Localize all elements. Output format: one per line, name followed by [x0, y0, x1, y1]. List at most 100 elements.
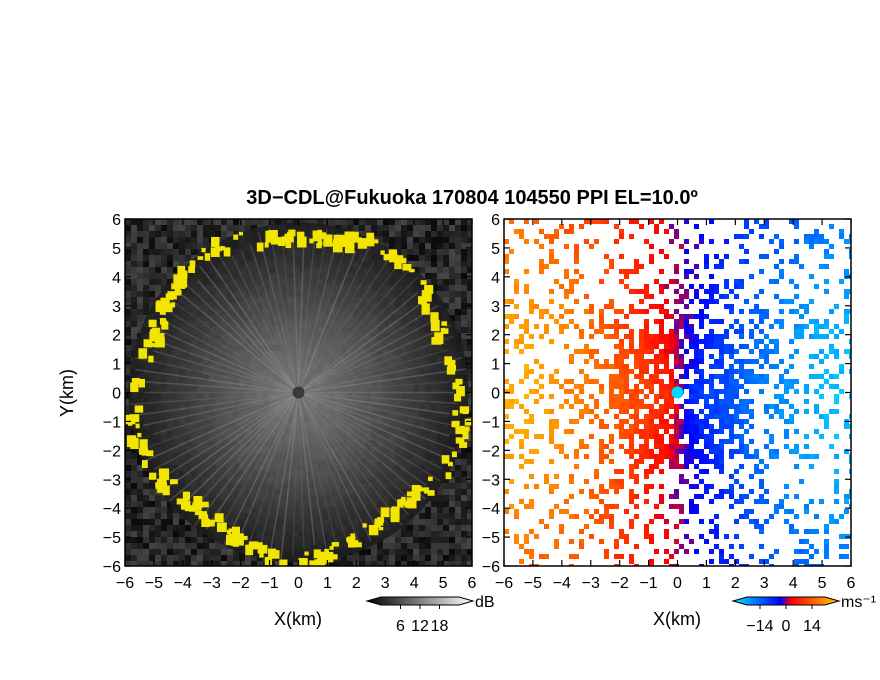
velocity-cell — [644, 429, 649, 434]
velocity-cell — [549, 434, 554, 439]
noise-cell — [413, 561, 419, 566]
velocity-cell — [594, 404, 599, 409]
velocity-cell — [624, 449, 629, 454]
y-tick-label: −3 — [103, 472, 121, 489]
clutter-cell — [424, 285, 434, 294]
noise-cell — [209, 549, 215, 555]
noise-cell — [371, 549, 377, 555]
radial-streak — [205, 392, 300, 530]
noise-cell — [149, 495, 155, 501]
velocity-cell — [674, 334, 679, 339]
noise-cell — [131, 225, 137, 231]
velocity-cell — [644, 284, 649, 289]
velocity-cell — [739, 324, 744, 329]
velocity-cell — [709, 364, 714, 369]
noise-cell — [467, 309, 472, 315]
velocity-cell — [554, 419, 559, 424]
noise-cell — [365, 225, 371, 231]
velocity-cell — [814, 354, 819, 359]
noise-cell — [125, 429, 131, 435]
velocity-cell — [789, 354, 794, 359]
velocity-cell — [654, 434, 659, 439]
noise-cell — [443, 249, 449, 255]
noise-cell — [467, 399, 472, 405]
velocity-cell — [634, 374, 639, 379]
velocity-cell — [739, 259, 744, 264]
noise-cell — [461, 507, 467, 513]
clutter-cell — [383, 254, 392, 261]
noise-cell — [467, 333, 472, 339]
velocity-cell — [589, 434, 594, 439]
velocity-cell — [634, 354, 639, 359]
velocity-cell — [809, 239, 814, 244]
velocity-cell — [674, 429, 679, 434]
velocity-cell — [694, 244, 699, 249]
velocity-cell — [674, 299, 679, 304]
noise-cell — [131, 537, 137, 543]
velocity-cell — [549, 439, 554, 444]
noise-cell — [455, 561, 461, 566]
noise-cell — [203, 561, 209, 566]
velocity-cell — [549, 339, 554, 344]
noise-cell — [215, 561, 221, 566]
velocity-cell — [574, 254, 579, 259]
velocity-cell — [634, 219, 639, 224]
velocity-cell — [629, 399, 634, 404]
velocity-cell — [814, 284, 819, 289]
velocity-cell — [619, 444, 624, 449]
clutter-cell — [390, 507, 400, 521]
radial-streak — [143, 391, 299, 427]
velocity-cell — [629, 449, 634, 454]
velocity-cell — [709, 329, 714, 334]
noise-cell — [419, 531, 425, 537]
noise-cell — [167, 519, 173, 525]
noise-cell — [467, 351, 472, 357]
noise-cell — [167, 261, 173, 267]
noise-cell — [185, 249, 191, 255]
velocity-cell — [829, 344, 834, 349]
noise-cell — [401, 555, 407, 561]
noise-cell — [443, 537, 449, 543]
noise-cell — [149, 477, 155, 483]
noise-cell — [125, 297, 131, 303]
velocity-cell — [694, 394, 699, 399]
velocity-cell — [699, 284, 704, 289]
velocity-cell — [654, 339, 659, 344]
velocity-cell — [724, 254, 729, 259]
velocity-cell — [649, 334, 654, 339]
clutter-cell — [285, 240, 292, 249]
velocity-cell — [714, 429, 719, 434]
radial-streak — [158, 317, 299, 394]
velocity-cell — [789, 364, 794, 369]
noise-cell — [353, 225, 359, 231]
velocity-cell — [669, 394, 674, 399]
velocity-cell — [659, 379, 664, 384]
velocity-cell — [764, 374, 769, 379]
noise-cell — [443, 261, 449, 267]
noise-cell — [443, 279, 449, 285]
noise-cell — [455, 465, 461, 471]
velocity-cell — [714, 284, 719, 289]
velocity-cell — [609, 384, 614, 389]
velocity-cell — [539, 314, 544, 319]
velocity-cell — [759, 254, 764, 259]
velocity-cell — [729, 304, 734, 309]
noise-cell — [131, 339, 137, 345]
noise-cell — [455, 537, 461, 543]
velocity-cell — [634, 289, 639, 294]
noise-cell — [455, 267, 461, 273]
clutter-cell — [441, 455, 450, 464]
velocity-cell — [739, 424, 744, 429]
noise-cell — [461, 285, 467, 291]
velocity-cell — [664, 429, 669, 434]
velocity-cell — [664, 299, 669, 304]
noise-cell — [407, 531, 413, 537]
noise-cell — [167, 543, 173, 549]
velocity-cell — [664, 424, 669, 429]
noise-cell — [467, 291, 472, 297]
velocity-cell — [589, 354, 594, 359]
velocity-cell — [659, 329, 664, 334]
noise-cell — [401, 531, 407, 537]
noise-cell — [347, 219, 353, 225]
noise-cell — [437, 273, 443, 279]
